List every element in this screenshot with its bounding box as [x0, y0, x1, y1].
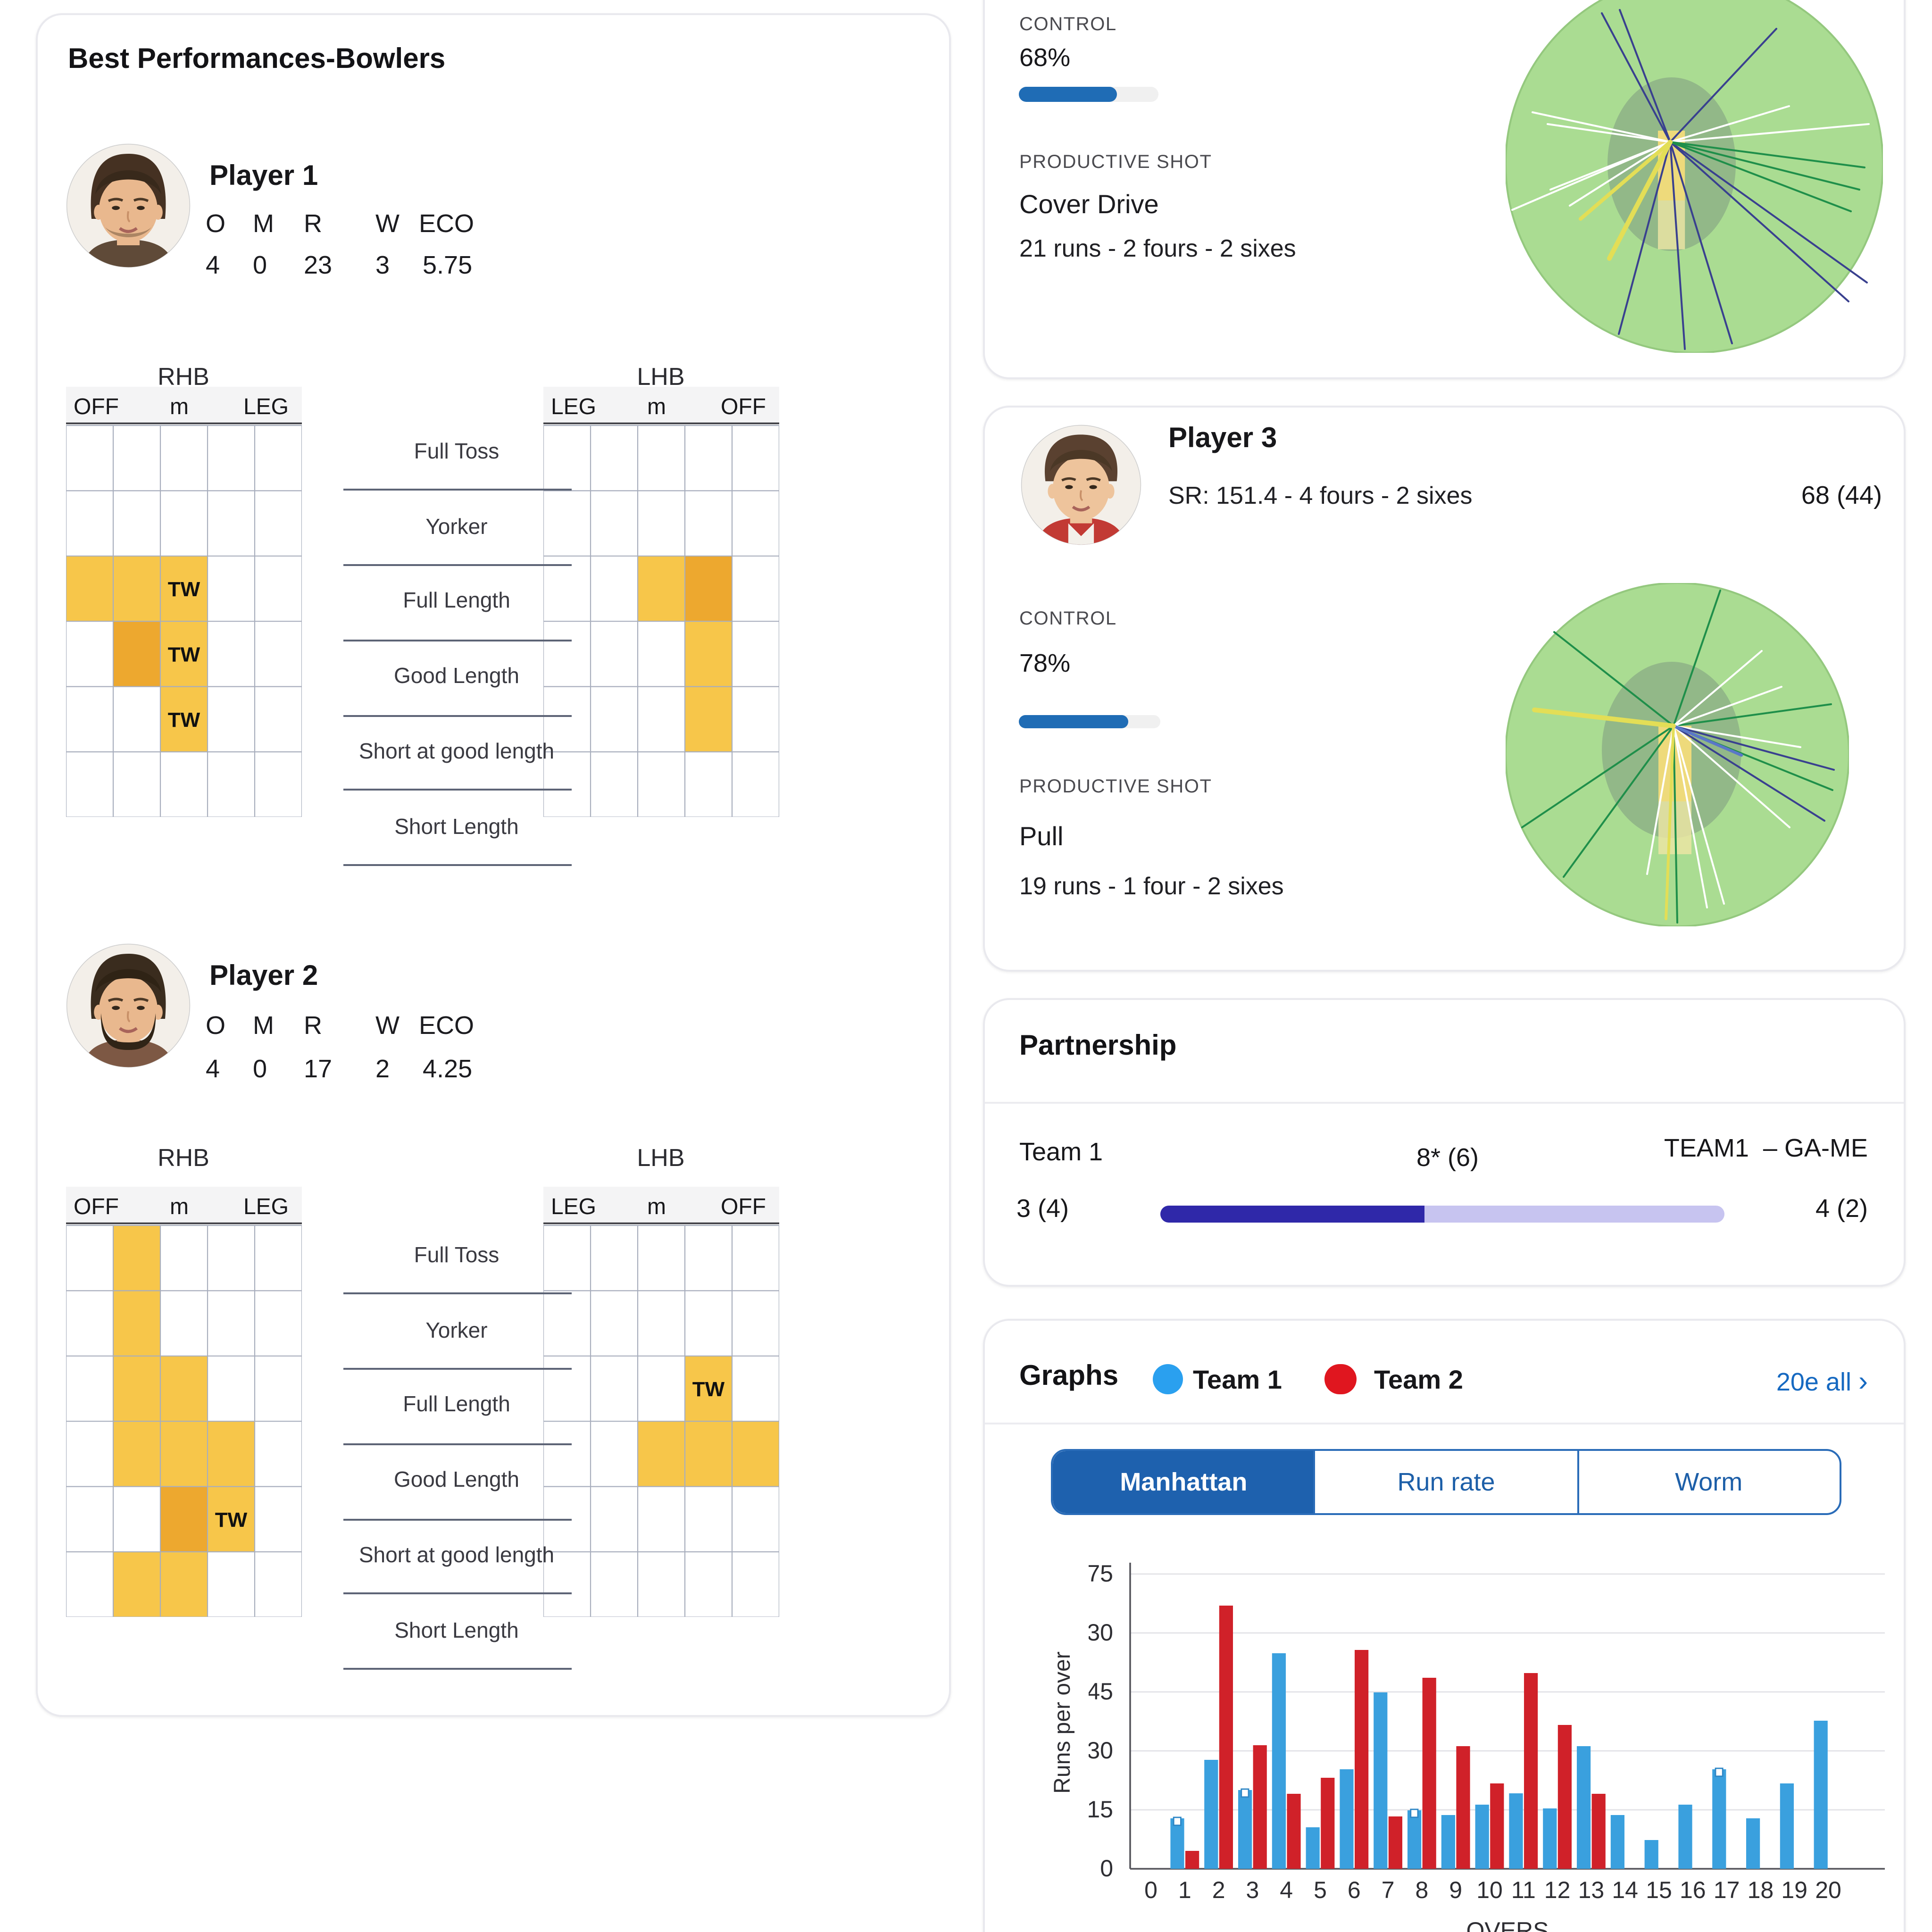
svg-text:LEG: LEG — [550, 1193, 596, 1218]
svg-text:TW: TW — [215, 1507, 247, 1531]
svg-text:45: 45 — [1089, 1678, 1114, 1705]
svg-text:75: 75 — [1089, 1560, 1114, 1587]
svg-text:8: 8 — [1416, 1877, 1429, 1903]
svg-text:OVERS: OVERS — [1466, 1917, 1549, 1932]
svg-text:TW: TW — [692, 1377, 724, 1400]
svg-text:TW: TW — [167, 577, 200, 600]
svg-text:5: 5 — [1314, 1877, 1327, 1903]
svg-text:14: 14 — [1612, 1877, 1639, 1903]
svg-text:16: 16 — [1680, 1877, 1707, 1903]
svg-text:7: 7 — [1382, 1877, 1395, 1903]
svg-text:LEG: LEG — [243, 1193, 288, 1218]
svg-text:4: 4 — [1280, 1877, 1293, 1903]
svg-text:0: 0 — [1100, 1855, 1114, 1882]
svg-text:m: m — [169, 393, 188, 418]
svg-text:17: 17 — [1714, 1877, 1740, 1903]
svg-text:11: 11 — [1512, 1877, 1536, 1903]
svg-text:15: 15 — [1646, 1877, 1673, 1903]
svg-text:12: 12 — [1545, 1877, 1571, 1903]
svg-text:9: 9 — [1449, 1877, 1463, 1903]
svg-text:30: 30 — [1089, 1737, 1114, 1764]
svg-text:OFF: OFF — [720, 393, 766, 418]
svg-text:10: 10 — [1477, 1877, 1503, 1903]
svg-text:TW: TW — [167, 642, 200, 665]
svg-text:m: m — [647, 393, 666, 418]
svg-text:OFF: OFF — [720, 1193, 766, 1218]
svg-text:OFF: OFF — [73, 393, 118, 418]
svg-text:LEG: LEG — [550, 393, 596, 418]
svg-text:19: 19 — [1782, 1877, 1808, 1903]
svg-text:30: 30 — [1089, 1619, 1114, 1646]
svg-text:OFF: OFF — [73, 1193, 118, 1218]
svg-text:1: 1 — [1179, 1877, 1192, 1903]
svg-text:2: 2 — [1213, 1877, 1226, 1903]
svg-text:TW: TW — [167, 708, 200, 731]
svg-text:0: 0 — [1145, 1877, 1158, 1903]
svg-text:LEG: LEG — [243, 393, 288, 418]
svg-text:m: m — [169, 1193, 188, 1218]
svg-text:18: 18 — [1748, 1877, 1774, 1903]
svg-text:20: 20 — [1815, 1877, 1842, 1903]
svg-text:13: 13 — [1579, 1877, 1605, 1903]
svg-text:6: 6 — [1348, 1877, 1361, 1903]
svg-text:3: 3 — [1246, 1877, 1259, 1903]
svg-text:m: m — [647, 1193, 666, 1218]
svg-text:15: 15 — [1089, 1796, 1114, 1823]
